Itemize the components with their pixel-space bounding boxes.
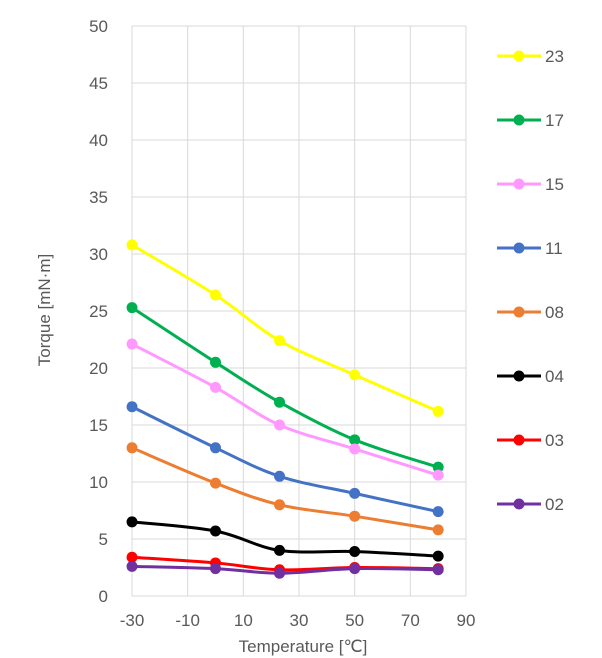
legend-label: 23 [545,47,564,66]
x-tick-label: 30 [290,611,309,630]
legend-item-15: 15 [497,175,564,194]
y-tick-label: 50 [89,17,108,36]
series-15 [126,338,444,481]
data-point [126,302,138,314]
legend-marker [513,370,525,382]
legend-label: 08 [545,303,564,322]
legend-label: 02 [545,495,564,514]
x-tick-label: -30 [120,611,145,630]
legend-marker [513,178,525,190]
data-point [210,442,221,454]
series-17 [126,302,444,473]
series-11 [126,401,444,518]
data-point [126,516,138,528]
legend-marker [513,242,525,254]
series-04 [126,516,444,562]
data-point [126,401,138,413]
y-tick-label: 5 [99,530,108,549]
data-point [274,470,286,482]
data-point [274,396,286,408]
data-point [349,546,361,558]
data-point [432,524,444,536]
data-point [432,550,444,562]
data-point [349,443,361,455]
y-tick-label: 20 [89,359,108,378]
legend-label: 15 [545,175,564,194]
y-tick-label: 0 [99,587,108,606]
legend: 23 17 15 11 08 04 03 02 [497,47,564,514]
data-point [349,369,361,381]
legend-item-23: 23 [497,47,564,66]
legend-item-17: 17 [497,111,564,130]
data-point [210,289,221,301]
series-08 [126,442,444,536]
data-point [126,239,138,251]
y-tick-label: 30 [89,245,108,264]
data-point [274,567,286,579]
data-point [274,419,286,431]
series-02 [126,560,444,579]
y-tick-label: 40 [89,131,108,150]
x-tick-label: 70 [401,611,420,630]
data-point [274,499,286,511]
legend-marker [513,114,525,126]
legend-marker [513,498,525,510]
data-point [126,338,138,350]
series-lines [126,239,444,579]
x-tick-label: -10 [175,611,200,630]
legend-label: 11 [545,239,563,258]
data-point [432,564,444,576]
data-point [432,461,444,473]
data-point [432,506,444,518]
x-axis-title: Temperature [℃] [239,637,368,656]
data-point [126,560,138,572]
legend-label: 03 [545,431,564,450]
data-point [274,544,286,556]
data-point [210,381,221,393]
legend-marker [513,50,525,62]
series-23 [126,239,444,417]
y-tick-label: 45 [89,74,108,93]
axes: 0 5 10 15 20 25 30 35 40 45 50 -30 -10 10 30 50 70 90 [89,17,475,630]
series-line [130,306,440,469]
data-point [349,563,361,575]
legend-item-02: 02 [497,495,564,514]
data-point [274,335,286,347]
data-point [349,510,361,522]
legend-item-03: 03 [497,431,564,450]
series-line [130,243,440,413]
legend-item-04: 04 [497,367,564,386]
y-axis-title: Torque [mN·m] [35,254,54,366]
data-point [349,487,361,499]
grid [131,25,467,597]
x-tick-label: 50 [345,611,364,630]
x-tick-label: 90 [457,611,476,630]
data-point [432,405,444,417]
x-tick-label: 10 [234,611,253,630]
data-point [126,442,138,454]
data-point [210,525,221,537]
y-tick-label: 25 [89,302,108,321]
data-point [210,477,221,489]
y-tick-label: 10 [89,473,108,492]
legend-item-08: 08 [497,303,564,322]
data-point [432,469,444,481]
y-tick-label: 15 [89,416,108,435]
data-point [126,551,138,563]
data-point [349,434,361,446]
legend-label: 17 [545,111,564,130]
legend-item-11: 11 [497,239,563,258]
legend-label: 04 [545,367,564,386]
legend-marker [513,306,525,318]
data-point [210,563,221,575]
y-tick-label: 35 [89,188,108,207]
legend-marker [513,434,525,446]
data-point [210,356,221,368]
series-line [130,342,440,477]
